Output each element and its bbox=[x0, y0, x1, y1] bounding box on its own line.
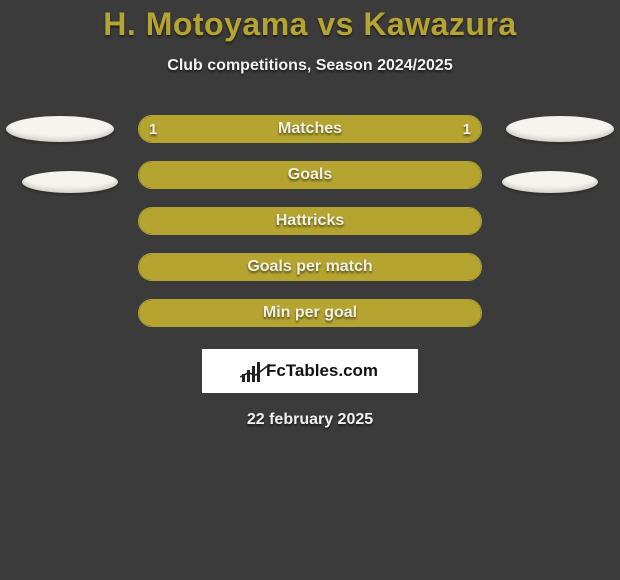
logo-text: FcTables.com bbox=[266, 361, 378, 381]
subtitle: Club competitions, Season 2024/2025 bbox=[167, 57, 452, 75]
stat-bar-left bbox=[139, 208, 481, 234]
date-text: 22 february 2025 bbox=[247, 411, 373, 429]
stat-row: Hattricks bbox=[0, 207, 620, 235]
comparison-bars: Matches11GoalsHattricksGoals per matchMi… bbox=[0, 115, 620, 327]
page-title: H. Motoyama vs Kawazura bbox=[103, 6, 516, 43]
stats-card: H. Motoyama vs Kawazura Club competition… bbox=[0, 0, 620, 580]
stat-bar-left bbox=[139, 162, 481, 188]
stat-bar-left bbox=[139, 300, 481, 326]
stat-bar: Min per goal bbox=[138, 299, 482, 327]
stat-bar-left bbox=[139, 116, 310, 142]
side-ellipse bbox=[22, 171, 118, 193]
side-ellipse bbox=[506, 116, 614, 142]
barchart-icon bbox=[242, 360, 260, 382]
stat-bar: Goals bbox=[138, 161, 482, 189]
stat-bar-right bbox=[310, 116, 481, 142]
stat-value-right: 1 bbox=[463, 116, 471, 142]
logo-box: FcTables.com bbox=[202, 349, 418, 393]
stat-bar: Goals per match bbox=[138, 253, 482, 281]
stat-row: Goals per match bbox=[0, 253, 620, 281]
stat-bar: Hattricks bbox=[138, 207, 482, 235]
stat-value-left: 1 bbox=[149, 116, 157, 142]
stat-bar-left bbox=[139, 254, 481, 280]
side-ellipse bbox=[6, 116, 114, 142]
stat-row: Min per goal bbox=[0, 299, 620, 327]
stat-bar: Matches11 bbox=[138, 115, 482, 143]
side-ellipse bbox=[502, 171, 598, 193]
